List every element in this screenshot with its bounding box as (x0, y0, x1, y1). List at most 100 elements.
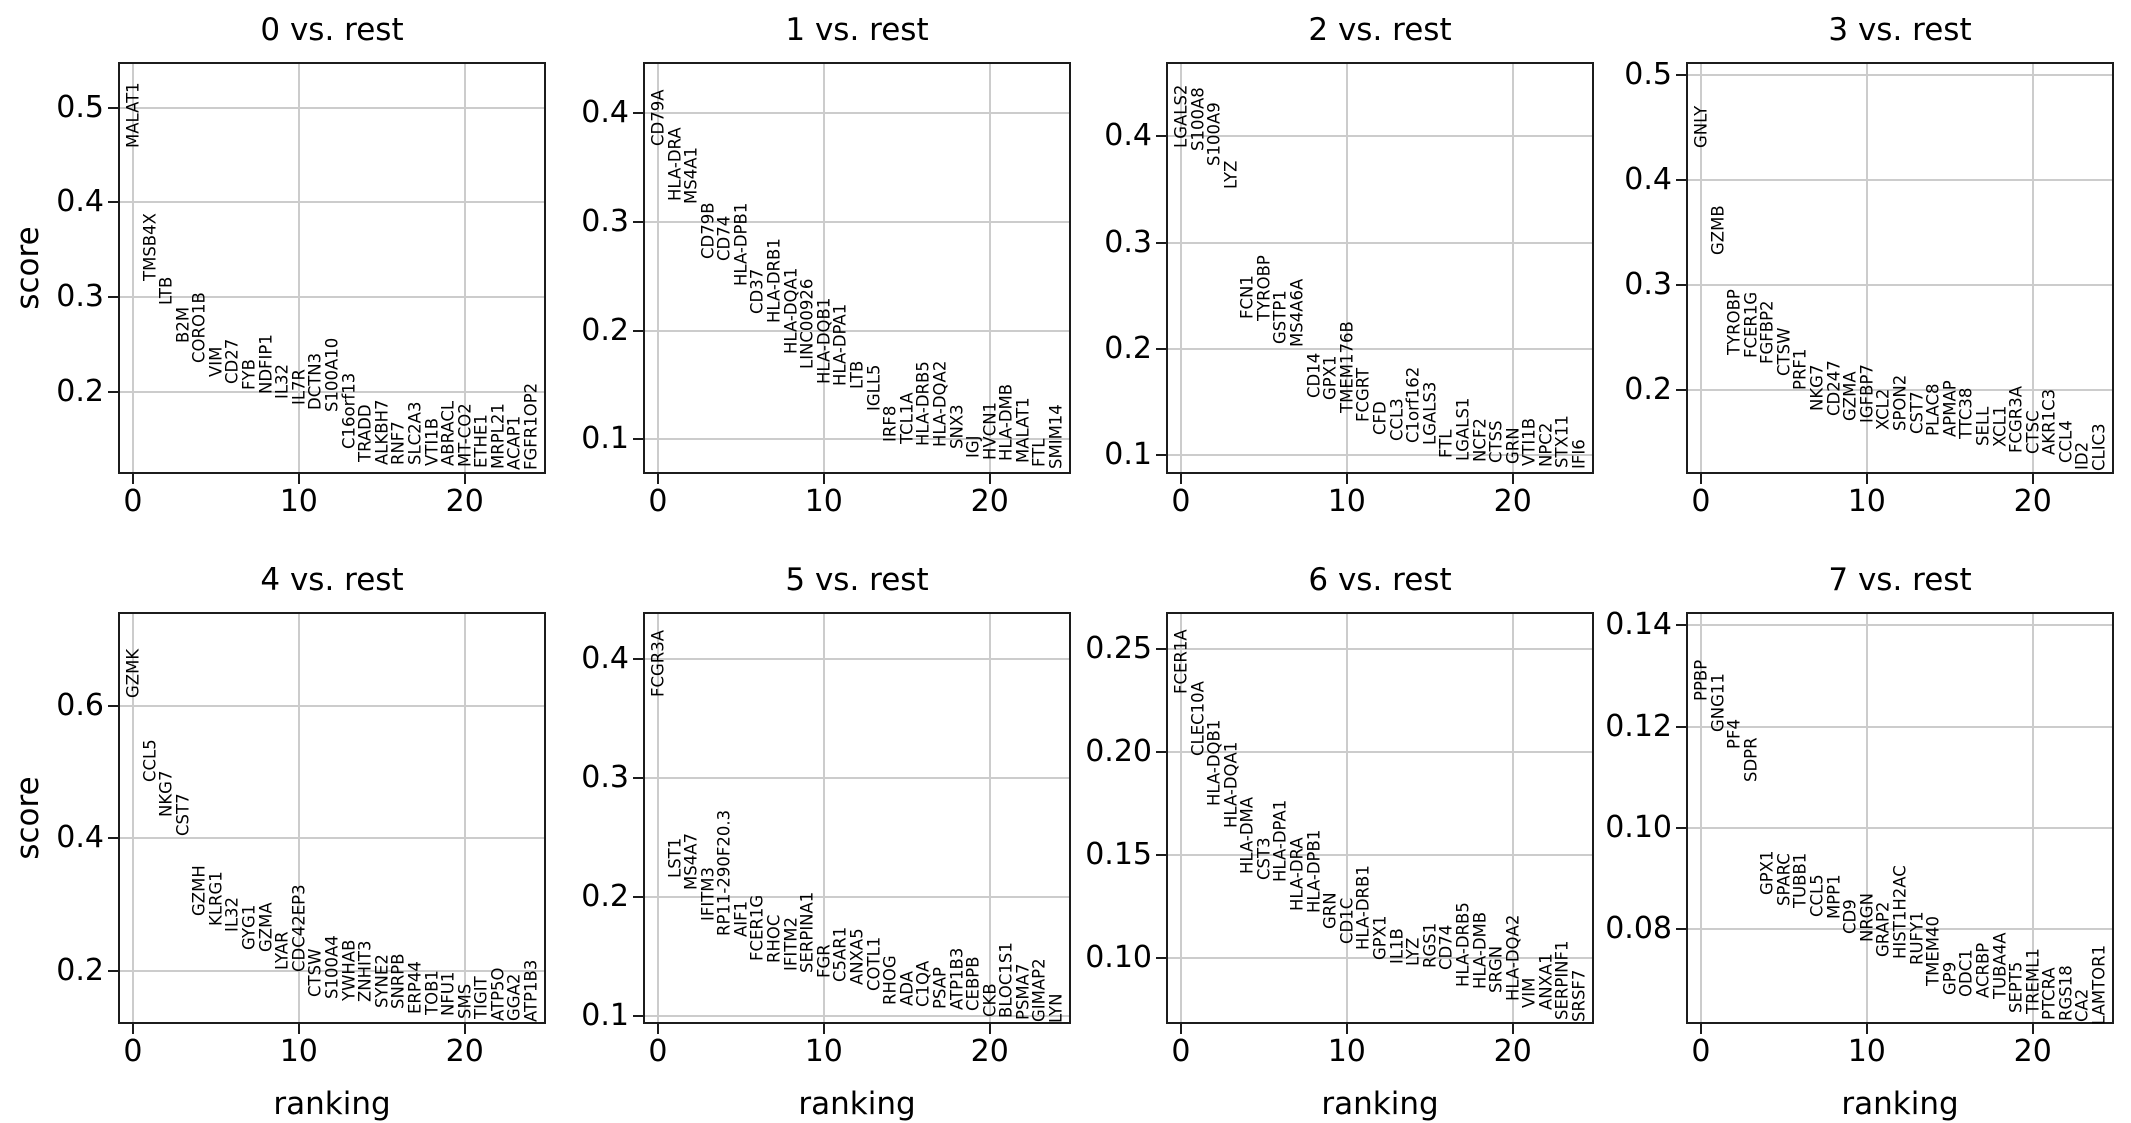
x-tick-label: 20 (2013, 484, 2052, 519)
y-gridline (1168, 648, 1592, 651)
y-tick-label: 0.1 (1104, 436, 1152, 472)
gene-label: HLA-DMB (1469, 911, 1489, 989)
gene-label: FCER1A (1171, 629, 1191, 695)
x-tick-label: 10 (279, 484, 318, 519)
y-gridline (645, 438, 1069, 441)
y-tick-label: 0.2 (581, 312, 629, 348)
x-tick-mark (822, 1024, 825, 1034)
x-tick-label: 10 (1847, 484, 1886, 519)
gene-label: ACRBP (1973, 942, 1993, 999)
y-tick-mark (108, 201, 118, 204)
x-gridline (463, 64, 466, 472)
gene-label: HLA-DRB1 (764, 238, 784, 323)
y-gridline (120, 837, 544, 840)
y-gridline (1688, 928, 2112, 931)
gene-label: LGALS1 (1453, 397, 1473, 462)
y-gridline (1168, 347, 1592, 350)
subplot-title: 1 vs. rest (785, 12, 929, 48)
gene-label: GZMH (189, 865, 209, 916)
y-tick-mark (108, 106, 118, 109)
x-tick-mark (1699, 474, 1702, 484)
gene-label: CFD (1370, 400, 1390, 435)
gene-label: CCL5 (139, 739, 159, 782)
x-gridline (1865, 614, 1868, 1022)
y-tick-mark (108, 391, 118, 394)
gene-label: SLC2A3 (405, 401, 425, 466)
gene-label: S100A8 (1187, 87, 1207, 152)
gene-label: SDPR (1741, 737, 1761, 783)
y-tick-mark (108, 969, 118, 972)
gene-label: GZMB (1707, 205, 1727, 256)
subplot-5: 5 vs. rest 0 10 20 0.1 0.2 0.3 0.4 FCGR3A LST1 MS… (581, 562, 1071, 1068)
y-tick-label: 0.4 (581, 641, 629, 677)
y-tick-label: 0.08 (1605, 911, 1672, 947)
gene-label: SRGN (1486, 946, 1506, 994)
gene-label: HLA-DRB5 (913, 360, 933, 446)
y-tick-mark (633, 1014, 643, 1017)
gene-label: HLA-DQB1 (1204, 719, 1224, 806)
x-tick-label: 20 (970, 1034, 1009, 1069)
gene-label: S100A4 (322, 935, 342, 1000)
gene-label: VTI1B (421, 418, 441, 467)
x-gridline (131, 614, 134, 1022)
y-gridline (645, 112, 1069, 115)
x-tick-label: 20 (2013, 1034, 2052, 1069)
gene-label: YWHAB (338, 939, 358, 1001)
gene-label: IRF8 (880, 406, 900, 443)
subplot-6: 6 vs. rest 0 10 20 0.10 0.15 0.20 0.25 FCER1A CL… (1085, 562, 1594, 1068)
gene-label: PF4 (1724, 719, 1744, 750)
y-tick-mark (1156, 453, 1166, 456)
gene-label: GRN (1320, 892, 1340, 930)
plot-area (118, 62, 546, 474)
gene-label: GGA2 (504, 973, 524, 1022)
x-axis-label: ranking (798, 1086, 916, 1122)
gene-label: CD9 (1840, 899, 1860, 935)
gene-label: HLA-DQA2 (930, 360, 950, 447)
gene-label: TRADD (355, 404, 375, 462)
gene-label: ATP1B3 (946, 947, 966, 1010)
gene-label: C1orf162 (1403, 367, 1423, 444)
gene-label: CD27 (222, 338, 242, 384)
x-tick-mark (988, 1024, 991, 1034)
x-gridline (2031, 64, 2034, 472)
y-tick-label: 0.3 (581, 760, 629, 796)
x-tick-mark (1511, 1024, 1514, 1034)
gene-label: TYROBP (1724, 289, 1744, 356)
gene-label: CD79A (648, 89, 668, 146)
y-gridline (1168, 854, 1592, 857)
gene-label: HLA-DPA1 (830, 303, 850, 386)
x-tick-label: 20 (1493, 484, 1532, 519)
x-gridline (2031, 614, 2034, 1022)
x-tick-mark (1865, 1024, 1868, 1034)
y-tick-label: 0.20 (1085, 734, 1152, 770)
y-tick-mark (1676, 73, 1686, 76)
x-tick-mark (2031, 1024, 2034, 1034)
y-tick-label: 0.4 (1624, 161, 1672, 197)
subplot-title: 6 vs. rest (1308, 562, 1452, 598)
gene-label: GZMA (1840, 371, 1860, 422)
y-tick-label: 0.15 (1085, 837, 1152, 873)
gene-label: PTCRA (2039, 967, 2059, 1020)
x-gridline (1699, 614, 1702, 1022)
y-tick-label: 0.1 (581, 421, 629, 457)
y-gridline (645, 777, 1069, 780)
y-tick-label: 0.3 (581, 203, 629, 239)
gene-label: CD37 (747, 268, 767, 315)
y-tick-label: 0.10 (1085, 940, 1152, 976)
x-tick-mark (988, 474, 991, 484)
gene-label: ABRACL (438, 401, 458, 467)
gene-label: TIGIT (471, 976, 491, 1020)
plot-area (1686, 62, 2114, 474)
x-tick-mark (1345, 474, 1348, 484)
y-gridline (1168, 751, 1592, 754)
gene-label: GPX1 (1320, 355, 1340, 400)
y-tick-label: 0.3 (1104, 224, 1152, 260)
y-tick-mark (1156, 751, 1166, 754)
y-tick-label: 0.5 (56, 89, 104, 125)
y-tick-mark (1676, 388, 1686, 391)
x-tick-mark (297, 1024, 300, 1034)
x-tick-label: 10 (804, 1034, 843, 1069)
gene-label: IFI6 (1569, 438, 1589, 469)
gene-label: NKG7 (1807, 364, 1827, 411)
y-tick-label: 0.12 (1605, 708, 1672, 744)
